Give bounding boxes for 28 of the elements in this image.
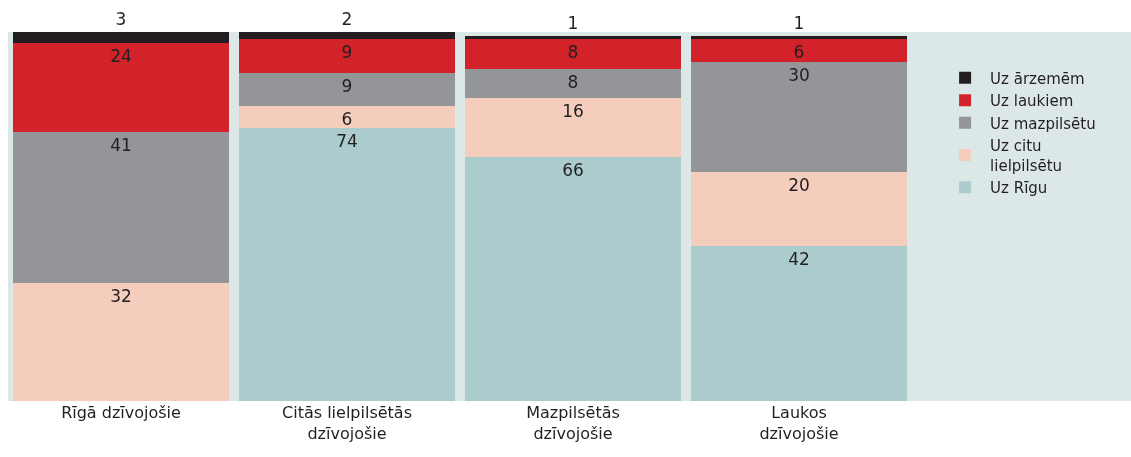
data-label: 6 xyxy=(341,108,353,129)
data-label: 1 xyxy=(567,12,579,33)
x-tick-label: Mazpilsētās dzīvojošie xyxy=(526,403,620,443)
data-label: 42 xyxy=(788,249,810,270)
x-tick-label: Rīgā dzīvojošie xyxy=(61,403,181,422)
data-label: 8 xyxy=(567,71,579,92)
legend-label: Uz Rīgu xyxy=(990,179,1048,198)
data-label: 32 xyxy=(110,285,132,306)
data-label: 1 xyxy=(793,12,805,33)
data-label: 74 xyxy=(336,130,358,151)
data-label: 9 xyxy=(341,75,353,96)
data-label: 16 xyxy=(562,101,584,122)
x-tick-label: Citās lielpilsētās dzīvojošie xyxy=(282,403,412,443)
data-label: 66 xyxy=(562,160,584,181)
data-label: 8 xyxy=(567,42,579,63)
legend-label: Uz ārzemēm xyxy=(990,69,1085,88)
x-tick-label: Laukos dzīvojošie xyxy=(759,403,839,443)
legend-label: Uz laukiem xyxy=(990,92,1074,111)
data-label: 9 xyxy=(341,42,353,63)
legend-label: Uz mazpilsētu xyxy=(990,114,1096,133)
data-label: 2 xyxy=(341,9,353,29)
data-label: 41 xyxy=(110,134,132,155)
data-label: 30 xyxy=(788,64,810,85)
data-label: 6 xyxy=(793,42,805,63)
data-label: 3 xyxy=(115,9,127,29)
legend-label: Uz citu lielpilsētu xyxy=(990,137,1063,175)
data-label: 20 xyxy=(788,175,810,196)
data-label: 24 xyxy=(110,46,132,67)
